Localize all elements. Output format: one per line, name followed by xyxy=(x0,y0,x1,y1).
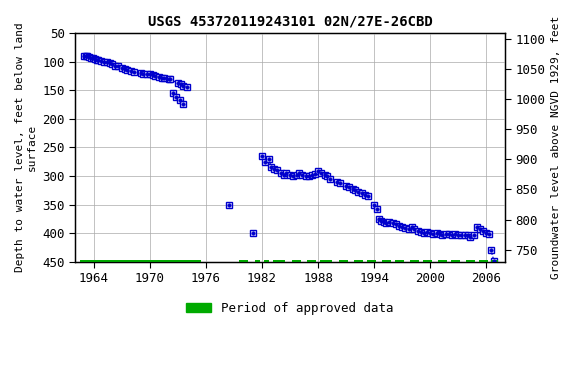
Y-axis label: Groundwater level above NGVD 1929, feet: Groundwater level above NGVD 1929, feet xyxy=(551,16,561,279)
Bar xyxy=(292,260,301,263)
Bar xyxy=(367,260,376,263)
Bar xyxy=(382,260,391,263)
Bar xyxy=(256,260,260,263)
Bar xyxy=(320,260,332,263)
Bar xyxy=(339,260,348,263)
Bar xyxy=(79,260,201,263)
Bar xyxy=(466,260,475,263)
Bar xyxy=(410,260,419,263)
Bar xyxy=(423,260,432,263)
Y-axis label: Depth to water level, feet below land
surface: Depth to water level, feet below land su… xyxy=(15,23,37,272)
Bar xyxy=(438,260,447,263)
Bar xyxy=(307,260,316,263)
Bar xyxy=(491,260,498,263)
Bar xyxy=(354,260,363,263)
Bar xyxy=(273,260,285,263)
Bar xyxy=(395,260,404,263)
Bar xyxy=(479,260,488,263)
Bar xyxy=(451,260,460,263)
Bar xyxy=(238,260,248,263)
Bar xyxy=(264,260,270,263)
Legend: Period of approved data: Period of approved data xyxy=(181,296,399,319)
Title: USGS 453720119243101 02N/27E-26CBD: USGS 453720119243101 02N/27E-26CBD xyxy=(147,15,433,29)
